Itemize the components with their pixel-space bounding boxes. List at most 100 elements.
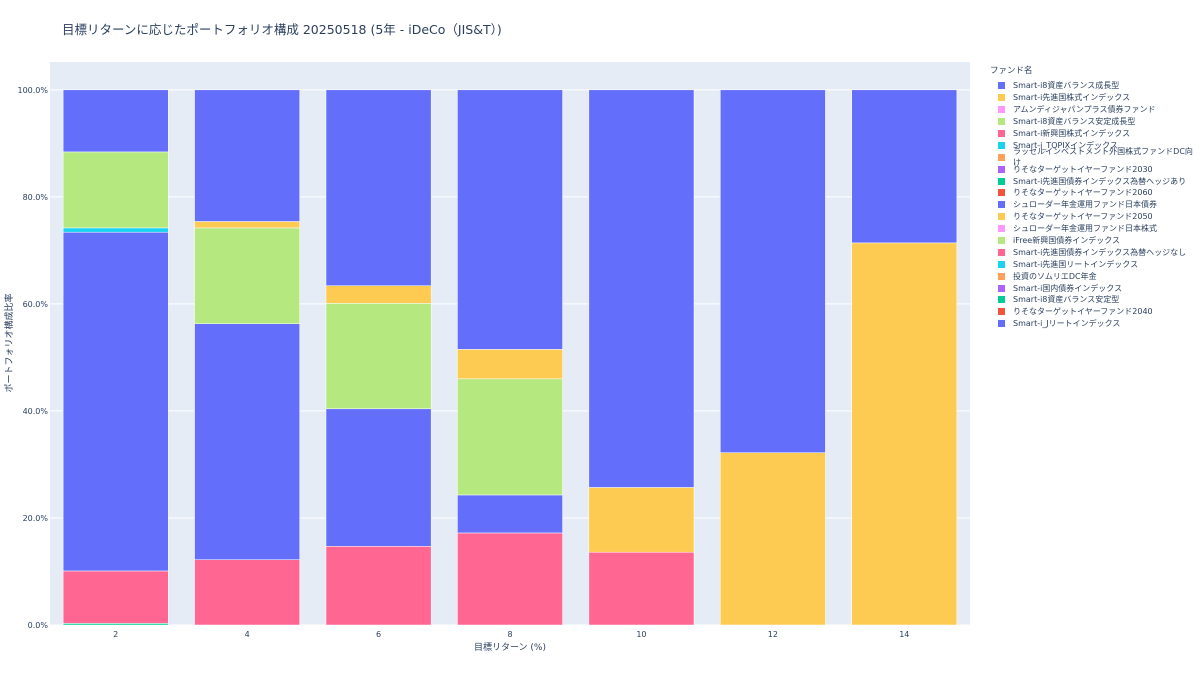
- legend-swatch: [998, 320, 1005, 328]
- legend-swatch: [998, 201, 1005, 209]
- legend-swatch: [998, 141, 1005, 149]
- bar-segment[interactable]: [325, 408, 432, 547]
- legend-label: Smart-i新興国株式インデックス: [1013, 129, 1131, 138]
- legend-swatch: [998, 308, 1005, 316]
- legend-swatch: [998, 237, 1005, 245]
- legend-swatch: [998, 189, 1005, 197]
- legend-label: Smart-i先進国株式インデックス: [1013, 93, 1131, 103]
- legend-item[interactable]: Smart-i先進国債券インデックス為替ヘッジなし: [998, 246, 1200, 258]
- bar-segment[interactable]: [457, 378, 563, 496]
- legend-swatch: [998, 82, 1005, 90]
- y-tick-label: 80.0%: [23, 193, 49, 202]
- legend-item[interactable]: Smart-i8資産バランス安定成長型: [998, 116, 1200, 128]
- y-tick-label: 40.0%: [23, 407, 49, 416]
- legend-swatch: [998, 165, 1005, 173]
- bar-segment[interactable]: [457, 349, 563, 380]
- bar-segment[interactable]: [720, 89, 826, 453]
- legend-swatch: [998, 94, 1005, 102]
- bar-segment[interactable]: [325, 89, 432, 286]
- bar-segment[interactable]: [457, 89, 563, 350]
- bar-segment[interactable]: [62, 89, 169, 153]
- legend-swatch: [998, 213, 1005, 221]
- legend-swatch: [998, 153, 1005, 161]
- y-tick-label: 0.0%: [28, 621, 49, 630]
- legend-item[interactable]: りそなターゲットイヤーファンド2040: [998, 306, 1200, 318]
- legend-label: りそなターゲットイヤーファンド2040: [1013, 307, 1153, 317]
- bar-segment[interactable]: [194, 559, 300, 626]
- chart-title: 目標リターンに応じたポートフォリオ構成 20250518 (5年 - iDeCo…: [62, 22, 502, 37]
- bar-segment[interactable]: [325, 546, 432, 626]
- legend-item[interactable]: シュローダー年金運用ファンド日本債券: [998, 199, 1200, 211]
- legend-label: Smart-i8資産バランス安定成長型: [1013, 117, 1136, 127]
- legend-item[interactable]: Smart-i8資産バランス成長型: [998, 80, 1200, 92]
- legend-item[interactable]: 投資のソムリエDC年金: [998, 270, 1200, 282]
- x-tick-label: 6: [376, 630, 381, 639]
- legend-item[interactable]: りそなターゲットイヤーファンド2030: [998, 163, 1200, 175]
- legend-item[interactable]: りそなターゲットイヤーファンド2060: [998, 187, 1200, 199]
- bar-segment[interactable]: [325, 303, 432, 410]
- bar-segment[interactable]: [457, 494, 563, 534]
- legend[interactable]: ファンド名 Smart-i8資産バランス成長型 Smart-i先進国株式インデック…: [990, 64, 1200, 330]
- legend-item[interactable]: Smart-i8資産バランス安定型: [998, 294, 1200, 306]
- x-tick-label: 14: [899, 630, 909, 639]
- bar-segment[interactable]: [62, 570, 169, 624]
- legend-title: ファンド名: [990, 66, 1033, 76]
- legend-swatch: [998, 177, 1005, 185]
- bar-segment[interactable]: [588, 89, 695, 488]
- legend-label: Smart-i_TOPIXインデックス: [1013, 140, 1118, 150]
- bar-segment[interactable]: [62, 227, 169, 233]
- bar-segment[interactable]: [194, 323, 300, 560]
- legend-item[interactable]: ラッセルインベストメント外国株式ファンドDC向け: [998, 147, 1200, 167]
- bar-segment[interactable]: [194, 227, 300, 324]
- legend-item[interactable]: シュローダー年金運用ファンド日本株式: [998, 223, 1200, 235]
- legend-item[interactable]: Smart-i新興国株式インデックス: [998, 128, 1200, 140]
- legend-swatch: [998, 248, 1005, 256]
- y-tick-labels: 0.0% 20.0% 40.0% 60.0% 80.0% 100.0%: [17, 86, 48, 630]
- legend-item[interactable]: Smart-i先進国リートインデックス: [998, 258, 1200, 270]
- legend-label: iFree新興国債券インデックス: [1013, 236, 1120, 246]
- x-tick-label: 12: [768, 630, 778, 639]
- legend-swatch: [998, 296, 1005, 304]
- x-tick-label: 10: [636, 630, 646, 639]
- legend-item[interactable]: Smart-i先進国債券インデックス為替ヘッジあり: [998, 175, 1200, 187]
- legend-label: Smart-i先進国リートインデックス: [1013, 259, 1139, 269]
- legend-label: りそなターゲットイヤーファンド2050: [1013, 212, 1153, 222]
- legend-label: Smart-i国内債券インデックス: [1013, 283, 1123, 293]
- bars-layer[interactable]: [62, 89, 958, 626]
- x-tick-label: 2: [113, 630, 118, 639]
- legend-swatch: [998, 106, 1005, 114]
- y-tick-label: 100.0%: [17, 86, 48, 95]
- bar-segment[interactable]: [851, 89, 958, 244]
- legend-item[interactable]: Smart-i_Jリートインデックス: [998, 318, 1200, 330]
- legend-swatch: [998, 130, 1005, 137]
- bar-segment[interactable]: [194, 89, 300, 222]
- legend-items[interactable]: Smart-i8資産バランス成長型 Smart-i先進国株式インデックス アムンディ…: [990, 80, 1200, 330]
- x-tick-label: 8: [507, 630, 512, 639]
- bar-segment[interactable]: [588, 487, 695, 553]
- bar-segment[interactable]: [62, 231, 169, 572]
- legend-item[interactable]: Smart-i_TOPIXインデックス: [998, 139, 1200, 151]
- legend-item[interactable]: Smart-i国内債券インデックス: [998, 282, 1200, 294]
- legend-label: りそなターゲットイヤーファンド2060: [1013, 188, 1153, 198]
- legend-label: シュローダー年金運用ファンド日本債券: [1013, 200, 1157, 210]
- bar-segment[interactable]: [851, 242, 958, 626]
- bar-segment[interactable]: [457, 532, 563, 626]
- bar-segment[interactable]: [62, 151, 169, 229]
- legend-item[interactable]: iFree新興国債券インデックス: [998, 235, 1200, 247]
- x-tick-label: 4: [245, 630, 250, 639]
- bar-segment[interactable]: [194, 221, 300, 229]
- legend-swatch: [998, 225, 1005, 233]
- x-tick-labels: 2 4 6 8 10 12 14: [113, 630, 909, 639]
- bar-segment[interactable]: [588, 551, 695, 626]
- bar-segment[interactable]: [720, 452, 826, 626]
- legend-item[interactable]: Smart-i先進国株式インデックス: [998, 92, 1200, 104]
- legend-swatch: [998, 260, 1005, 268]
- legend-swatch: [998, 272, 1005, 280]
- legend-label: Smart-i8資産バランス成長型: [1013, 81, 1120, 91]
- legend-item[interactable]: アムンディジャパンプラス債券ファンド: [998, 104, 1200, 116]
- legend-label: りそなターゲットイヤーファンド2030: [1013, 164, 1153, 174]
- bar-segment[interactable]: [325, 285, 432, 304]
- legend-item[interactable]: りそなターゲットイヤーファンド2050: [998, 211, 1200, 223]
- y-tick-label: 20.0%: [23, 514, 49, 523]
